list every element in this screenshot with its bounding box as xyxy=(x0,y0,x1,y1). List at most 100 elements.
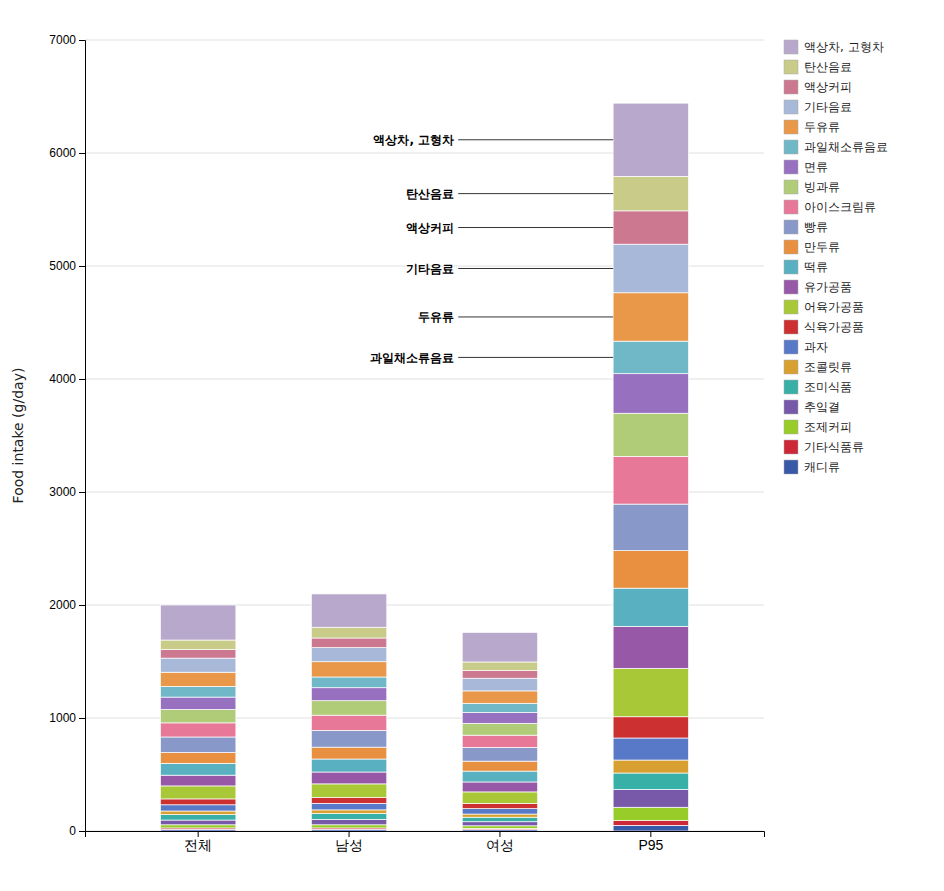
series xyxy=(160,821,688,830)
bar-segment xyxy=(613,341,688,374)
y-tick: 7000 xyxy=(49,33,85,47)
chart: 전체남성여성P9501000200030004000500060007000Fo… xyxy=(0,0,944,891)
bar-segment xyxy=(613,103,688,176)
bar-segment xyxy=(462,723,537,735)
y-tick: 3000 xyxy=(49,485,85,499)
annotation-line xyxy=(458,268,613,269)
tick-mark xyxy=(79,718,85,719)
bar-segment xyxy=(462,632,537,662)
series xyxy=(160,211,688,678)
y-axis-title: Food intake (g/day) xyxy=(10,368,26,504)
annotations: 과일채소류음료두유류기타음료액상커피탄산음료액상차, 고형차 xyxy=(370,133,613,365)
legend-swatch xyxy=(784,200,798,214)
bar-segment xyxy=(160,825,235,828)
bar-segment xyxy=(311,627,386,638)
bar-segment xyxy=(462,817,537,822)
bar-segment xyxy=(160,786,235,799)
bar-segment xyxy=(311,715,386,730)
legend-item: 식육가공품 xyxy=(784,320,864,334)
x-tick-label: 전체 xyxy=(184,837,212,853)
y-tick: 4000 xyxy=(49,372,85,386)
series xyxy=(160,456,688,747)
bar-segment xyxy=(160,697,235,709)
annotation-line xyxy=(458,193,613,194)
bar-segment xyxy=(160,799,235,805)
legend-swatch xyxy=(784,80,798,94)
series xyxy=(160,588,688,782)
series xyxy=(160,551,688,771)
annotation: 탄산음료 xyxy=(406,187,454,201)
bar-segment xyxy=(613,773,688,789)
bar-segment xyxy=(160,650,235,658)
plot: 전체남성여성P9501000200030004000500060007000Fo… xyxy=(10,33,765,853)
bar-segment xyxy=(462,792,537,804)
x-tick-label: 여성 xyxy=(486,837,514,853)
bar-segment xyxy=(462,803,537,808)
legend-item: 액상커피 xyxy=(784,80,852,94)
legend-swatch xyxy=(784,160,798,174)
legend-label: 조미식품 xyxy=(804,380,852,394)
legend-swatch xyxy=(784,420,798,434)
legend-swatch xyxy=(784,40,798,54)
legend: 액상차, 고형차탄산음료액상커피기타음료두유류과일채소류음료면류빙과류아이스크림… xyxy=(784,40,888,474)
legend-swatch xyxy=(784,300,798,314)
legend-swatch xyxy=(784,120,798,134)
legend-label: 만두류 xyxy=(804,240,840,254)
legend-label: 캐디류 xyxy=(804,460,840,474)
legend-swatch xyxy=(784,220,798,234)
bars xyxy=(160,103,688,831)
bar-segment xyxy=(613,456,688,504)
legend-swatch xyxy=(784,340,798,354)
x-tick: 전체 xyxy=(184,831,212,853)
legend-item: 빵류 xyxy=(784,220,828,234)
legend-item: 두유류 xyxy=(784,120,840,134)
bar-segment xyxy=(160,658,235,672)
bar-segment xyxy=(613,825,688,831)
tick-mark xyxy=(79,492,85,493)
legend-label: 액상차, 고형차 xyxy=(804,40,884,54)
bar-segment xyxy=(311,688,386,701)
legend-item: 기타식품류 xyxy=(784,440,864,454)
legend-label: 유가공품 xyxy=(804,280,852,294)
legend-item: 만두류 xyxy=(784,240,840,254)
annotation-line xyxy=(458,139,613,140)
series xyxy=(160,626,688,792)
legend-item: 과일채소류음료 xyxy=(784,140,888,154)
bar-segment xyxy=(462,826,537,829)
x-tick: 여성 xyxy=(486,831,514,853)
bar-segment xyxy=(311,803,386,810)
bar-segment xyxy=(613,626,688,668)
y-tick-label: 0 xyxy=(69,824,76,838)
legend-item: 과자 xyxy=(784,340,828,354)
bar-segment xyxy=(462,671,537,679)
bar-segment xyxy=(160,753,235,764)
series xyxy=(160,504,688,761)
x-axis: 전체남성여성P95 xyxy=(86,831,765,853)
bar-segment xyxy=(462,703,537,712)
tick-mark xyxy=(79,266,85,267)
y-tick: 6000 xyxy=(49,146,85,160)
y-tick: 2000 xyxy=(49,598,85,612)
annotation: 기타음료 xyxy=(406,262,454,276)
legend-swatch xyxy=(784,320,798,334)
legend-swatch xyxy=(784,380,798,394)
bar-segment xyxy=(613,668,688,716)
grid-line xyxy=(85,40,764,41)
y-tick-label: 2000 xyxy=(49,598,76,612)
legend-label: 면류 xyxy=(804,160,828,174)
annotation-line xyxy=(458,227,613,228)
bar-segment xyxy=(613,588,688,626)
bar-segment xyxy=(311,784,386,798)
bar-segment xyxy=(462,809,537,814)
bar-segment xyxy=(613,293,688,341)
annotation: 액상커피 xyxy=(406,221,454,235)
bar-segment xyxy=(462,814,537,817)
legend-label: 기타식품류 xyxy=(804,440,864,454)
legend-label: 어육가공품 xyxy=(804,300,864,314)
legend-swatch xyxy=(784,240,798,254)
tick-mark xyxy=(79,40,85,41)
bar-segment xyxy=(311,730,386,747)
bar-segment xyxy=(311,825,386,828)
bar-segment xyxy=(311,701,386,715)
bar-segment xyxy=(160,811,235,815)
